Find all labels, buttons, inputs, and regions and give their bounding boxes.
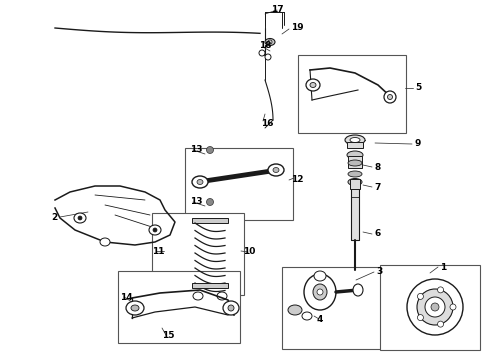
- Text: 5: 5: [415, 84, 421, 93]
- Bar: [298, 55, 406, 133]
- Ellipse shape: [417, 293, 423, 300]
- Text: 2: 2: [51, 212, 57, 221]
- Ellipse shape: [273, 167, 279, 172]
- Ellipse shape: [259, 50, 265, 56]
- Ellipse shape: [265, 54, 271, 60]
- Text: 14: 14: [120, 292, 133, 302]
- Text: 13: 13: [190, 145, 202, 154]
- Ellipse shape: [347, 151, 363, 159]
- Ellipse shape: [348, 179, 362, 185]
- Bar: [192, 283, 228, 288]
- Ellipse shape: [350, 138, 360, 143]
- Text: 1: 1: [440, 262, 446, 271]
- Text: 19: 19: [291, 22, 304, 31]
- Text: 11: 11: [152, 247, 165, 256]
- Ellipse shape: [313, 284, 327, 300]
- Ellipse shape: [306, 79, 320, 91]
- Bar: [348, 156, 362, 168]
- Ellipse shape: [78, 216, 82, 220]
- Ellipse shape: [217, 292, 227, 300]
- Text: 3: 3: [376, 267, 382, 276]
- Bar: [282, 267, 382, 349]
- Bar: [185, 148, 293, 220]
- Text: 13: 13: [190, 198, 202, 207]
- Text: 4: 4: [317, 315, 323, 324]
- Ellipse shape: [149, 225, 161, 235]
- Ellipse shape: [388, 94, 392, 99]
- Text: 6: 6: [374, 230, 380, 238]
- Text: 17: 17: [271, 5, 284, 14]
- Bar: [380, 265, 480, 350]
- Ellipse shape: [413, 287, 441, 327]
- Ellipse shape: [417, 289, 453, 325]
- Ellipse shape: [131, 305, 139, 311]
- Ellipse shape: [206, 147, 214, 153]
- Text: 16: 16: [261, 118, 273, 127]
- Bar: [192, 218, 228, 223]
- Bar: [118, 271, 240, 343]
- Ellipse shape: [348, 171, 362, 177]
- Ellipse shape: [265, 39, 275, 45]
- Text: 7: 7: [374, 183, 380, 192]
- Ellipse shape: [407, 279, 463, 335]
- Text: 15: 15: [162, 330, 174, 339]
- Ellipse shape: [197, 180, 203, 184]
- Ellipse shape: [438, 321, 443, 327]
- Text: 18: 18: [259, 41, 271, 50]
- Ellipse shape: [206, 198, 214, 206]
- Ellipse shape: [425, 297, 445, 317]
- Ellipse shape: [193, 292, 203, 300]
- Ellipse shape: [268, 40, 272, 44]
- Ellipse shape: [348, 160, 362, 166]
- Ellipse shape: [384, 91, 396, 103]
- Ellipse shape: [450, 304, 456, 310]
- Ellipse shape: [438, 287, 443, 293]
- Ellipse shape: [268, 164, 284, 176]
- Ellipse shape: [310, 82, 316, 87]
- Bar: [347, 142, 363, 148]
- Bar: [350, 179, 360, 189]
- Ellipse shape: [345, 135, 365, 145]
- Text: 9: 9: [414, 139, 420, 148]
- Ellipse shape: [100, 238, 110, 246]
- Ellipse shape: [192, 176, 208, 188]
- Ellipse shape: [153, 228, 157, 232]
- Text: 8: 8: [374, 162, 380, 171]
- Bar: [351, 185, 359, 240]
- Text: 10: 10: [243, 247, 255, 256]
- Text: 12: 12: [291, 175, 303, 184]
- Ellipse shape: [223, 301, 239, 315]
- Ellipse shape: [317, 289, 323, 295]
- Bar: [152, 213, 244, 295]
- Ellipse shape: [302, 312, 312, 320]
- Ellipse shape: [228, 305, 234, 311]
- Ellipse shape: [417, 315, 423, 321]
- Ellipse shape: [431, 303, 439, 311]
- Ellipse shape: [74, 213, 86, 223]
- Ellipse shape: [314, 271, 326, 281]
- Ellipse shape: [353, 284, 363, 296]
- Ellipse shape: [304, 274, 336, 310]
- Ellipse shape: [126, 301, 144, 315]
- Ellipse shape: [288, 305, 302, 315]
